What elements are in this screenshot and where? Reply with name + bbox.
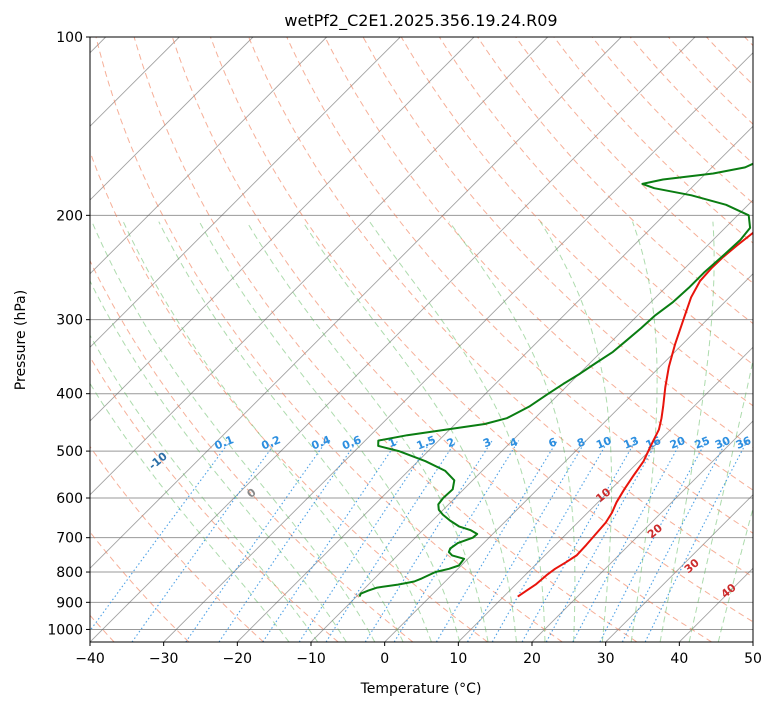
moist-adiabat-line <box>91 221 376 642</box>
x-axis-ticks: −40 −30 −20 −10 0 10 20 30 40 50 <box>75 642 762 667</box>
x-tick-label: 40 <box>670 651 688 667</box>
mixing-ratio-label: 2 <box>445 435 457 450</box>
moist-adiabat-line <box>302 221 517 642</box>
dry-adiabat-line <box>553 37 753 244</box>
mixing-ratio-label: 16 <box>644 434 663 452</box>
dry-adiabat-line <box>362 37 753 449</box>
dewpoint-profile-line <box>358 162 753 598</box>
mixing-ratio-line <box>467 440 587 642</box>
moist-adiabat-line <box>659 221 715 642</box>
dry-adiabat-line <box>133 37 638 642</box>
y-tick-label: 800 <box>56 565 83 581</box>
mixing-ratio-label: 36 <box>734 434 753 452</box>
isobar-gridlines <box>90 36 753 630</box>
mixing-ratio-line <box>435 440 558 642</box>
moist-adiabat-line <box>158 221 432 642</box>
dry-adiabat-line <box>515 37 753 284</box>
isotherm-line <box>605 494 753 642</box>
x-tick-label: 50 <box>744 651 762 667</box>
line-labels: 0.10.20.40.611.52346810131620253036-100-… <box>146 433 753 601</box>
moist-adiabat-line <box>448 221 576 642</box>
moist-adiabat-line <box>246 221 489 642</box>
mixing-ratio-line <box>491 440 609 642</box>
mixing-ratio-label: 10 <box>594 434 613 452</box>
plot-frame <box>89 36 754 643</box>
x-tick-label: −40 <box>75 651 105 667</box>
background-lines <box>90 37 753 642</box>
dry-adiabat-line <box>248 37 753 578</box>
dry-adiabat-line <box>400 37 753 407</box>
mixing-ratio-label: 3 <box>481 435 493 450</box>
isotherm-line <box>90 37 622 569</box>
y-axis-ticks: 100 200 300 400 500 600 700 800 900 1000 <box>47 30 90 638</box>
moist-adiabat-line <box>539 221 613 642</box>
y-tick-label: 700 <box>56 531 83 547</box>
mixing-ratio-label: 8 <box>575 435 587 450</box>
moist-adiabat-line <box>688 358 753 642</box>
dry-adiabat-line <box>438 37 753 366</box>
mixing-ratio-label: 13 <box>622 434 641 452</box>
dry-adiabat-line <box>90 445 264 642</box>
y-tick-label: 400 <box>56 387 83 403</box>
dry-adiabat-line <box>90 259 414 642</box>
isotherm-line <box>90 37 475 422</box>
isotherm-line <box>90 37 401 348</box>
dry-adiabat-line <box>629 37 753 165</box>
dry-adiabat-line <box>324 37 753 491</box>
chart-title: wetPf2_C2E1.2025.356.19.24.R09 <box>284 11 557 31</box>
y-tick-label: 300 <box>56 313 83 329</box>
sounding-profiles <box>358 162 753 598</box>
mixing-ratio-line <box>262 440 399 642</box>
temperature-profile-line <box>517 231 753 598</box>
x-tick-label: 20 <box>523 651 541 667</box>
x-tick-label: 0 <box>380 651 389 667</box>
isotherm-line <box>90 37 696 642</box>
moist-adiabat-line <box>198 221 461 642</box>
isotherm-line <box>384 273 753 642</box>
y-tick-label: 900 <box>56 595 83 611</box>
x-tick-label: −10 <box>296 651 326 667</box>
mixing-ratio-label: 30 <box>713 434 732 452</box>
mixing-ratio-label: 20 <box>668 434 687 452</box>
isotherm-line <box>163 52 753 642</box>
isotherm-line <box>236 125 753 642</box>
moist-adiabat-line <box>369 221 546 642</box>
mixing-ratio-line <box>185 440 328 642</box>
mixing-ratio-label: 1 <box>386 435 398 450</box>
mixing-ratio-line <box>545 440 659 642</box>
x-tick-label: 30 <box>597 651 615 667</box>
mixing-ratio-line <box>90 440 231 632</box>
mixing-ratio-line <box>364 440 493 642</box>
plot-area <box>90 37 753 642</box>
mixing-ratio-line <box>572 440 683 642</box>
moist-adiabat-line <box>122 221 404 642</box>
x-tick-label: −30 <box>149 651 179 667</box>
isotherm-line <box>90 37 254 201</box>
moist-adiabat-line <box>90 279 347 642</box>
y-tick-label: 1000 <box>47 622 83 638</box>
y-tick-label: 600 <box>56 491 83 507</box>
moist-adiabat-line <box>630 221 658 642</box>
y-tick-label: 100 <box>56 30 83 46</box>
x-tick-label: −20 <box>223 651 253 667</box>
mixing-ratio-line <box>298 440 432 642</box>
dry-adiabat-line <box>95 37 563 642</box>
y-axis-label: Pressure (hPa) <box>13 290 29 390</box>
y-tick-label: 500 <box>56 444 83 460</box>
mixing-ratio-line <box>644 440 748 642</box>
y-tick-label: 200 <box>56 208 83 224</box>
mixing-ratio-line <box>393 440 520 642</box>
x-axis-label: Temperature (°C) <box>360 681 482 697</box>
mixing-ratio-line <box>131 440 278 642</box>
isotherm-line <box>90 37 549 496</box>
x-tick-label: 10 <box>449 651 467 667</box>
moist-adiabat-line <box>90 382 290 642</box>
isotherm-line <box>90 37 328 275</box>
isotherm-line <box>531 420 753 642</box>
mixing-ratio-line <box>325 440 457 642</box>
dry-adiabat-line <box>210 37 753 623</box>
isotherm-line <box>457 346 753 642</box>
mixing-ratio-label: 25 <box>693 434 712 452</box>
